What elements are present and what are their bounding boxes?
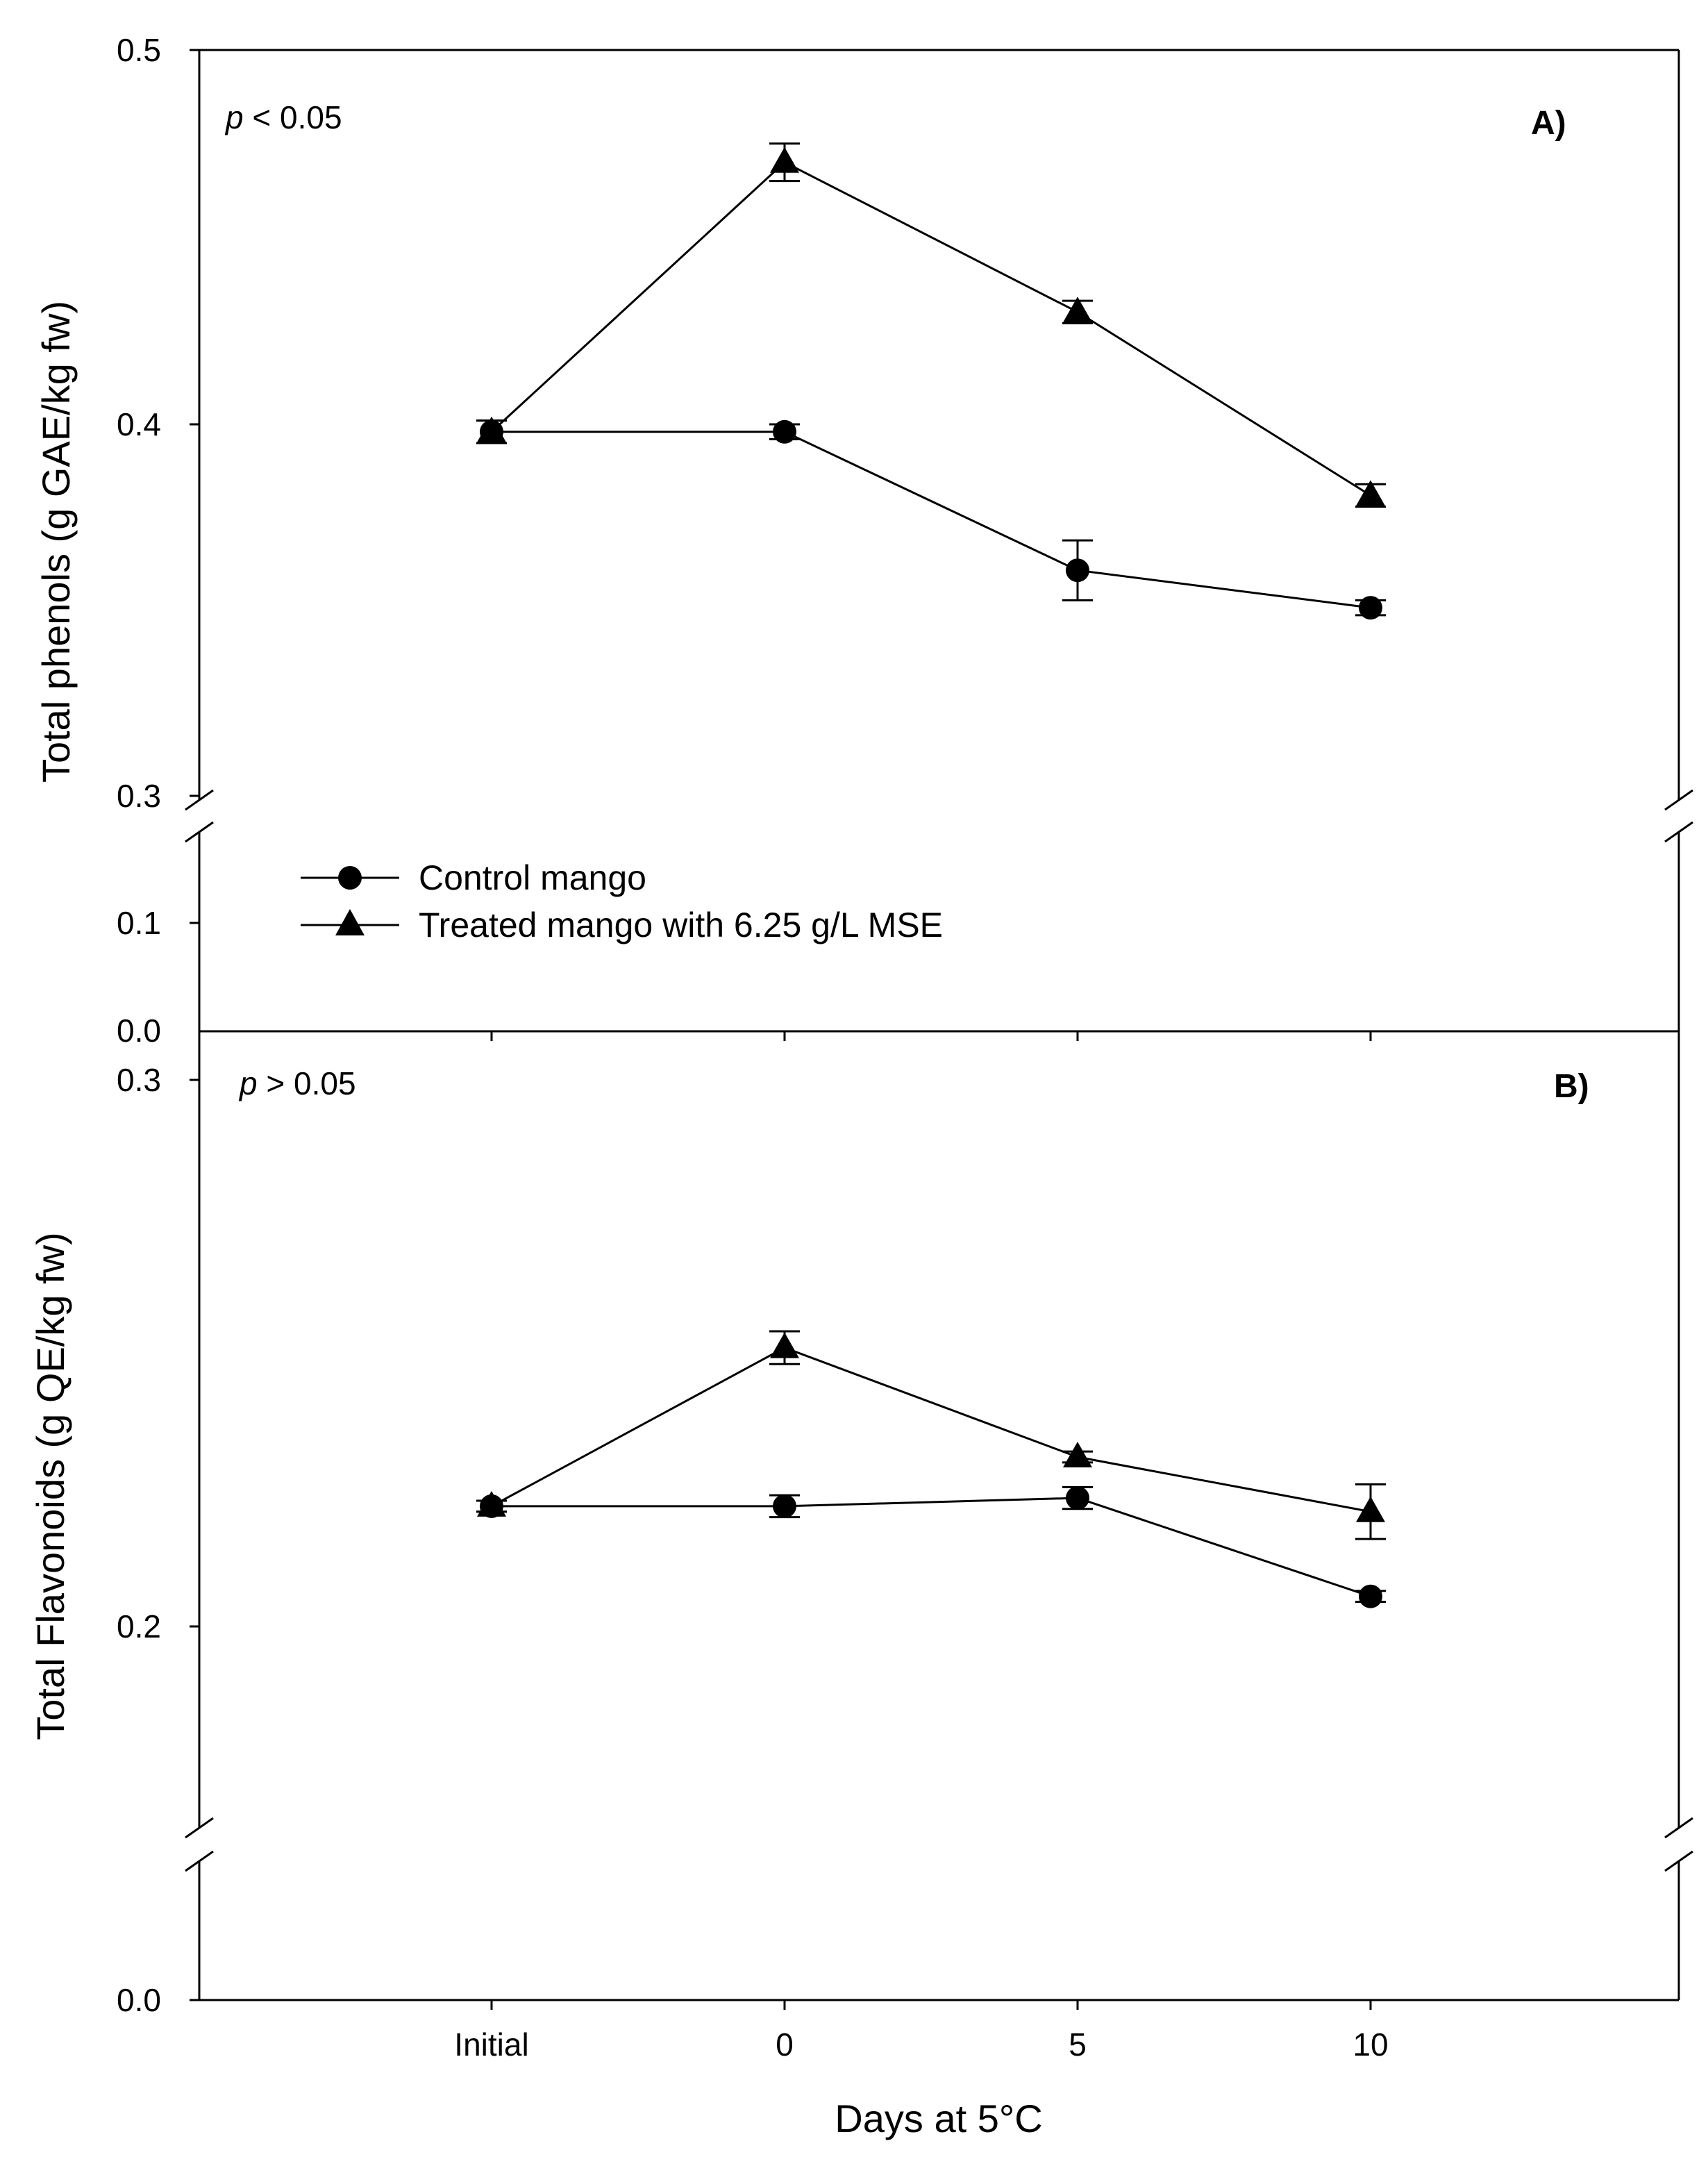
legend-treated-marker <box>335 909 365 935</box>
legend-treated-label: Treated mango with 6.25 g/L MSE <box>419 906 943 944</box>
panel-b-treated-point <box>1356 1496 1385 1522</box>
xtick-label-initial: Initial <box>454 2026 528 2063</box>
panel-a-treated-point <box>1063 297 1092 323</box>
panel-b-p-symbol: p <box>238 1065 258 1101</box>
panel-b-label: B) <box>1554 1068 1589 1105</box>
panel-b-ytick-label: 0.0 <box>117 1982 161 2018</box>
panel-b-treated-point <box>770 1332 799 1358</box>
panel-a-axis-break <box>185 789 1693 843</box>
panel-b-yaxis: 0.3 0.2 0.0 <box>117 1062 199 2018</box>
panel-b-y-axis-title: Total Flavonoids (g QE/kg fw) <box>28 1232 72 1740</box>
panel-a-yaxis: 0.5 0.4 0.3 0.1 0.0 <box>117 32 199 1049</box>
panel-a-treated-series-line <box>490 160 1371 497</box>
panel-a-control-point <box>773 419 796 444</box>
panel-b-treated-point <box>477 1490 506 1517</box>
panel-a-control-point <box>1066 558 1089 583</box>
panel-b-control-point <box>1066 1486 1089 1510</box>
xtick-label-0: 0 <box>776 2026 794 2063</box>
xtick-label-5: 5 <box>1069 2026 1087 2063</box>
legend-control-marker <box>338 866 362 890</box>
panel-b-p-text: > 0.05 <box>258 1065 356 1101</box>
legend: Control mango Treated mango with 6.25 g/… <box>301 858 943 944</box>
panel-a-p-value: p < 0.05 <box>224 99 342 135</box>
panel-a-label: A) <box>1531 105 1566 142</box>
panel-a-treated-point <box>1356 480 1385 506</box>
panel-a-ytick-label: 0.4 <box>117 406 161 442</box>
panel-b-control-point <box>773 1494 796 1518</box>
panel-a-p-symbol: p <box>224 99 244 135</box>
panel-b-treated-series-line <box>491 1346 1371 1513</box>
x-tick-labels: Initial 0 5 10 <box>454 2026 1388 2063</box>
panel-b-ytick-label: 0.3 <box>117 1062 161 1098</box>
xtick-label-10: 10 <box>1353 2026 1388 2063</box>
x-axis <box>490 1031 1372 2010</box>
legend-control-label: Control mango <box>419 858 646 897</box>
data-layer <box>476 142 1386 1608</box>
panel-a-control-series-line <box>492 431 1371 609</box>
panel-b-ytick-label: 0.2 <box>117 1608 161 1644</box>
panel-a-treated-point <box>770 147 799 173</box>
panel-a-frame <box>198 49 1680 1033</box>
panel-b-p-value: p > 0.05 <box>238 1065 356 1101</box>
panel-a-ytick-label: 0.0 <box>117 1013 161 1049</box>
panel-b-control-series-line <box>492 1497 1371 1598</box>
panel-a-treated-point <box>477 416 506 442</box>
panel-a-ytick-label: 0.3 <box>117 778 161 814</box>
panel-a-control-point <box>1359 596 1382 620</box>
panel-b-treated-point <box>1063 1442 1092 1468</box>
panel-a-ytick-label: 0.5 <box>117 32 161 68</box>
panel-b-frame <box>198 1031 1680 2001</box>
panel-b-control-point <box>1359 1584 1382 1608</box>
x-axis-title: Days at 5°C <box>835 2097 1042 2140</box>
panel-a-ytick-label: 0.1 <box>117 905 161 941</box>
panel-a-y-axis-title: Total phenols (g GAE/kg fw) <box>34 301 78 783</box>
panel-a-p-text: < 0.05 <box>244 99 342 135</box>
panel-b-axis-break <box>185 1817 1693 1872</box>
